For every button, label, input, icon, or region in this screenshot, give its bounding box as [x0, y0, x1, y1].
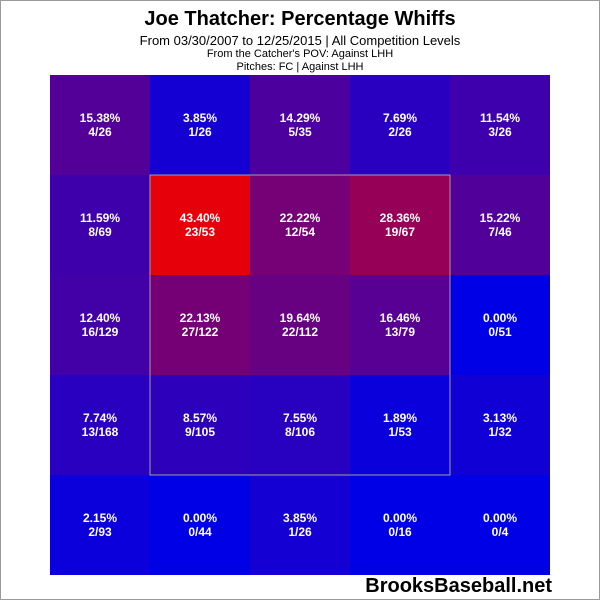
- cell-percentage-label: 19.64%: [280, 311, 321, 325]
- cell-fraction-label: 27/122: [182, 325, 219, 339]
- heatmap-cell-r4-c3: [350, 475, 450, 575]
- cell-fraction-label: 8/69: [88, 225, 112, 239]
- heatmap-cell-r0-c2: [250, 75, 350, 175]
- cell-fraction-label: 2/26: [388, 125, 412, 139]
- cell-percentage-label: 7.69%: [383, 111, 417, 125]
- chart-subtitle: From 03/30/2007 to 12/25/2015 | All Comp…: [139, 33, 461, 48]
- cell-percentage-label: 3.13%: [483, 411, 517, 425]
- cell-fraction-label: 1/26: [188, 125, 212, 139]
- cell-percentage-label: 2.15%: [83, 511, 117, 525]
- cell-fraction-label: 9/105: [185, 425, 215, 439]
- cell-fraction-label: 23/53: [185, 225, 215, 239]
- chart-pitches-note: Pitches: FC | Against LHH: [236, 61, 364, 73]
- heatmap-cell-r1-c2: [250, 175, 350, 275]
- heatmap-cell-r1-c0: [50, 175, 150, 275]
- cell-percentage-label: 14.29%: [280, 111, 321, 125]
- heatmap-cell-r0-c1: [150, 75, 250, 175]
- cell-fraction-label: 0/16: [388, 525, 412, 539]
- cell-fraction-label: 5/35: [288, 125, 312, 139]
- cell-percentage-label: 3.85%: [183, 111, 217, 125]
- cell-percentage-label: 28.36%: [380, 211, 421, 225]
- cell-percentage-label: 11.59%: [80, 211, 120, 225]
- heatmap-cell-r3-c3: [350, 375, 450, 475]
- heatmap-cell-r2-c3: [350, 275, 450, 375]
- cell-percentage-label: 1.89%: [383, 411, 417, 425]
- heatmap-cell-r0-c4: [450, 75, 550, 175]
- cell-fraction-label: 0/51: [488, 325, 512, 339]
- cell-percentage-label: 11.54%: [480, 111, 520, 125]
- heatmap-cell-r2-c1: [150, 275, 250, 375]
- cell-fraction-label: 13/79: [385, 325, 415, 339]
- cell-fraction-label: 7/46: [488, 225, 512, 239]
- cell-percentage-label: 15.38%: [80, 111, 121, 125]
- heatmap-cell-r3-c2: [250, 375, 350, 475]
- heatmap-cell-r2-c0: [50, 275, 150, 375]
- cell-percentage-label: 22.22%: [280, 211, 321, 225]
- strike-zone-outline: [149, 174, 451, 476]
- heatmap-cell-r4-c2: [250, 475, 350, 575]
- cell-percentage-label: 16.46%: [380, 311, 421, 325]
- heatmap-cell-r4-c1: [150, 475, 250, 575]
- chart-pov-note: From the Catcher's POV: Against LHH: [206, 48, 394, 60]
- heatmap-cell-r4-c4: [450, 475, 550, 575]
- cell-fraction-label: 0/44: [188, 525, 212, 539]
- cell-fraction-label: 1/53: [388, 425, 412, 439]
- cell-fraction-label: 22/112: [282, 325, 318, 339]
- cell-percentage-label: 0.00%: [483, 311, 517, 325]
- cell-fraction-label: 19/67: [385, 225, 415, 239]
- cell-percentage-label: 7.55%: [283, 411, 317, 425]
- cell-percentage-label: 0.00%: [183, 511, 217, 525]
- heatmap-cell-r0-c0: [50, 75, 150, 175]
- cell-fraction-label: 2/93: [88, 525, 112, 539]
- heatmap-cell-r3-c1: [150, 375, 250, 475]
- watermark: BrooksBaseball.net: [365, 575, 552, 597]
- cell-fraction-label: 13/168: [82, 425, 119, 439]
- cell-percentage-label: 12.40%: [80, 311, 121, 325]
- heatmap-cell-r1-c1: [150, 175, 250, 275]
- heatmap-cell-r4-c0: [50, 475, 150, 575]
- heatmap-cell-r1-c4: [450, 175, 550, 275]
- cell-fraction-label: 1/32: [488, 425, 512, 439]
- cell-percentage-label: 0.00%: [383, 511, 417, 525]
- cell-percentage-label: 15.22%: [480, 211, 521, 225]
- cell-fraction-label: 12/54: [285, 225, 315, 239]
- heatmap-cell-r2-c2: [250, 275, 350, 375]
- cell-fraction-label: 16/129: [82, 325, 119, 339]
- cell-percentage-label: 43.40%: [180, 211, 221, 225]
- heatmap-cell-r3-c4: [450, 375, 550, 475]
- heatmap-cell-r2-c4: [450, 275, 550, 375]
- heatmap-cell-r0-c3: [350, 75, 450, 175]
- heatmap-cell-r3-c0: [50, 375, 150, 475]
- cell-fraction-label: 4/26: [88, 125, 112, 139]
- cell-fraction-label: 3/26: [488, 125, 512, 139]
- cell-percentage-label: 22.13%: [180, 311, 221, 325]
- chart-title: Joe Thatcher: Percentage Whiffs: [144, 8, 456, 30]
- cell-percentage-label: 8.57%: [183, 411, 217, 425]
- cell-percentage-label: 3.85%: [283, 511, 317, 525]
- heatmap-cell-r1-c3: [350, 175, 450, 275]
- cell-fraction-label: 1/26: [288, 525, 312, 539]
- cell-fraction-label: 0/4: [492, 525, 509, 539]
- cell-percentage-label: 0.00%: [483, 511, 517, 525]
- cell-percentage-label: 7.74%: [83, 411, 117, 425]
- cell-fraction-label: 8/106: [285, 425, 315, 439]
